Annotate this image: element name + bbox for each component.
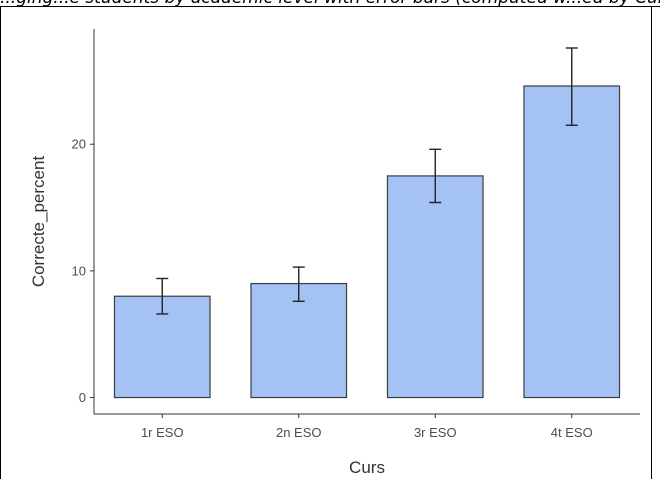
frame-top-border	[0, 6, 660, 7]
chart-caption: ...ging...e students by academic level w…	[0, 0, 660, 10]
error-bar-4t-eso	[565, 47, 578, 126]
bar-4t-eso	[523, 85, 621, 399]
x-axis-title: Curs	[349, 458, 385, 477]
y-tick-label: 0	[79, 390, 86, 405]
frame-left-border	[0, 6, 1, 479]
y-tick-label: 20	[72, 137, 86, 152]
bar-3r-eso	[386, 175, 484, 399]
bar-2n-eso	[250, 282, 348, 399]
bars-group	[113, 85, 621, 399]
error-bar-3r-eso	[429, 148, 442, 204]
x-tick-label: 4t ESO	[551, 425, 593, 440]
error-bars-group	[156, 47, 578, 315]
x-ticks-group: 1r ESO 2n ESO 3r ESO 4t ESO	[141, 414, 593, 440]
error-bar-1r-eso	[156, 277, 169, 315]
x-tick-label: 2n ESO	[276, 425, 322, 440]
y-axis-title: Correcte_percent	[29, 156, 48, 288]
x-tick-label: 3r ESO	[414, 425, 457, 440]
y-tick-label: 10	[72, 263, 86, 278]
y-ticks-group: 0 10 20	[72, 137, 94, 405]
frame-right-border	[651, 6, 652, 479]
x-tick-label: 1r ESO	[141, 425, 184, 440]
error-bar-2n-eso	[292, 266, 305, 302]
